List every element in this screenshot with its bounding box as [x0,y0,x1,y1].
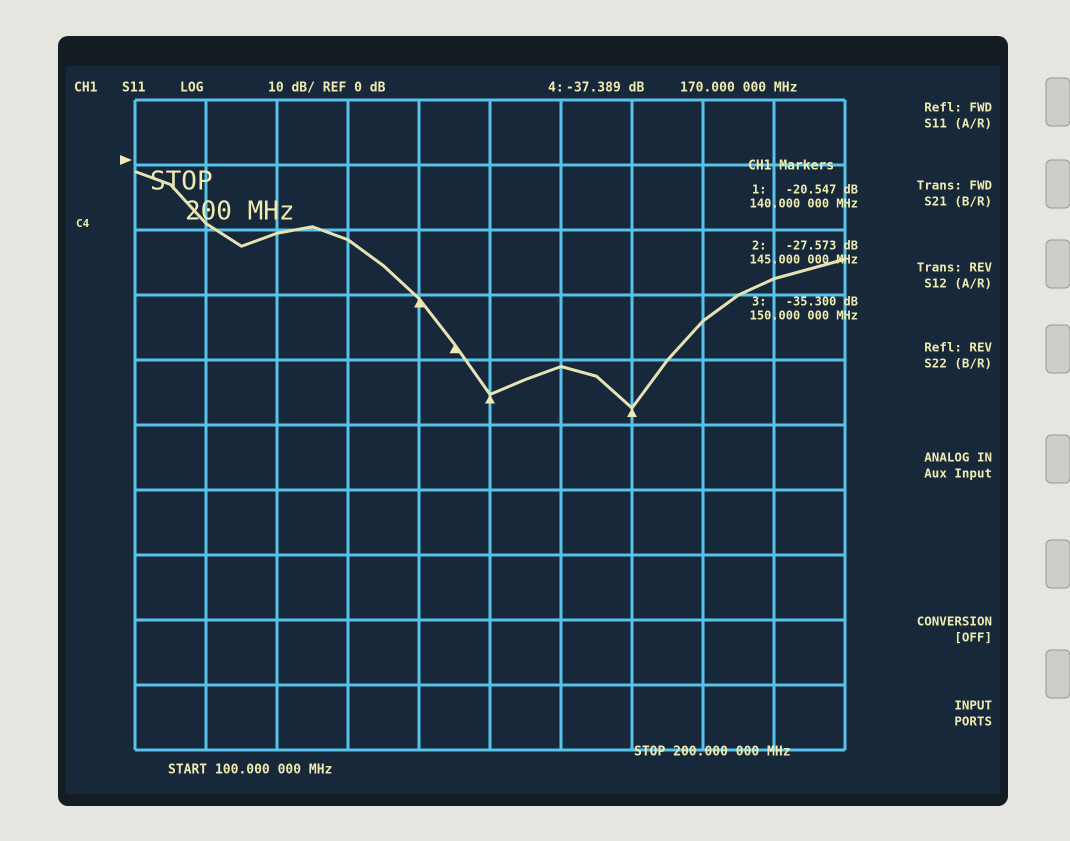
marker [449,344,460,354]
scale: 10 dB/ REF 0 dB [268,81,386,96]
softkey-label: ANALOG IN [924,450,992,465]
active-marker-id: 4: [548,81,564,96]
marker-panel-title: CH1 Markers [748,159,834,174]
softkey-label: S11 (A/R) [924,116,992,131]
start-freq: START 100.000 000 MHz [168,763,332,778]
active-marker-freq: 170.000 000 MHz [680,81,797,96]
parameter: S11 [122,81,146,96]
hard-key[interactable] [1045,239,1070,289]
overlay-freq: 200 MHz [185,197,295,227]
channel: CH1 [74,81,98,96]
marker [414,298,424,308]
marker-freq: 145.000 000 MHz [750,253,858,267]
marker-value: -35.300 dB [786,295,858,309]
reference-arrow [120,155,132,165]
softkey-label: INPUT [954,698,992,713]
marker [627,408,637,418]
marker-id: 1: [752,183,766,197]
softkey-label: Refl: REV [924,340,992,355]
softkey-label: PORTS [954,714,992,729]
hard-key[interactable] [1045,649,1070,699]
hard-key[interactable] [1045,159,1070,209]
active-marker-value: -37.389 dB [566,81,644,96]
softkey-label: CONVERSION [917,614,992,629]
marker-freq: 140.000 000 MHz [750,197,858,211]
softkey-label: Aux Input [924,466,992,481]
side-label: C4 [76,217,90,230]
stop-freq: STOP 200.000 000 MHz [634,745,791,760]
hard-key[interactable] [1045,324,1070,374]
hard-key[interactable] [1045,434,1070,484]
marker-id: 2: [752,239,766,253]
marker-value: -20.547 dB [786,183,858,197]
softkey-label: Trans: FWD [917,178,992,193]
marker-freq: 150.000 000 MHz [750,309,858,323]
softkey-label: S21 (B/R) [924,194,992,209]
hard-keys [1045,77,1070,699]
hard-key[interactable] [1045,539,1070,589]
marker [485,394,495,404]
marker-id: 3: [752,295,766,309]
softkey-label: Refl: FWD [924,100,992,115]
softkey-label: S12 (A/R) [924,276,992,291]
hard-key[interactable] [1045,77,1070,127]
format: LOG [180,81,204,96]
softkey-label: Trans: REV [917,260,993,275]
marker-value: -27.573 dB [786,239,858,253]
softkey-label: S22 (B/R) [924,356,992,371]
grid [133,98,847,752]
softkey-label: [OFF] [954,630,992,645]
